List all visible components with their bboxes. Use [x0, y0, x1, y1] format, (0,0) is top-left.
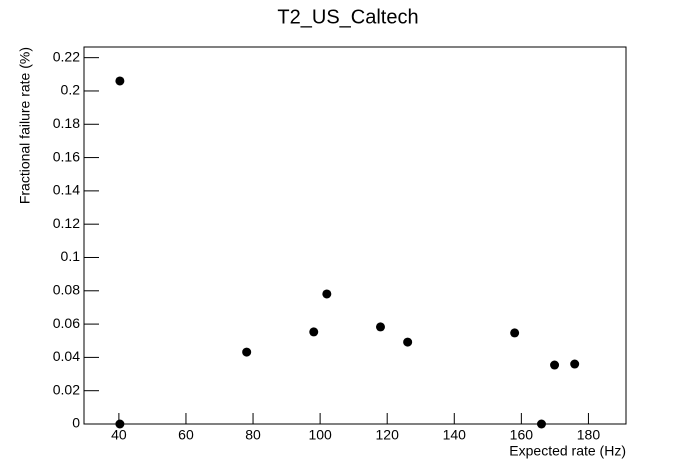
y-tick-label: 0.1 [61, 248, 81, 264]
data-point [403, 337, 413, 347]
data-point [115, 76, 125, 86]
y-tick-label: 0.08 [53, 281, 80, 297]
y-tick-label: 0.12 [53, 215, 80, 231]
data-point [115, 419, 125, 429]
data-point [536, 419, 546, 429]
plot-frame [83, 46, 627, 425]
data-point [570, 359, 580, 369]
y-tick-label: 0.04 [53, 348, 80, 364]
x-tick-label: 140 [443, 427, 467, 443]
data-point [550, 360, 560, 370]
y-tick-label: 0.16 [53, 148, 80, 164]
x-axis-label: Expected rate (Hz) [509, 443, 626, 459]
data-point [375, 322, 385, 332]
data-point [309, 327, 319, 337]
x-tick-label: 100 [308, 427, 332, 443]
y-tick-label: 0.02 [53, 381, 80, 397]
data-point [242, 347, 252, 357]
y-axis-label: Fractional failure rate (%) [17, 47, 33, 204]
x-tick-label: 160 [510, 427, 534, 443]
x-tick-label: 180 [577, 427, 601, 443]
y-tick-label: 0.22 [53, 48, 80, 64]
y-tick-label: 0.14 [53, 182, 80, 198]
y-tick-label: 0.06 [53, 315, 80, 331]
data-point [322, 289, 332, 299]
x-tick-label: 40 [111, 427, 127, 443]
chart-title: T2_US_Caltech [277, 6, 418, 28]
x-tick-label: 120 [376, 427, 400, 443]
x-tick-label: 60 [178, 427, 194, 443]
y-tick-label: 0 [72, 415, 80, 431]
x-tick-label: 80 [245, 427, 261, 443]
y-tick-label: 0.18 [53, 115, 80, 131]
y-tick-label: 0.2 [61, 82, 81, 98]
data-point [510, 328, 520, 338]
